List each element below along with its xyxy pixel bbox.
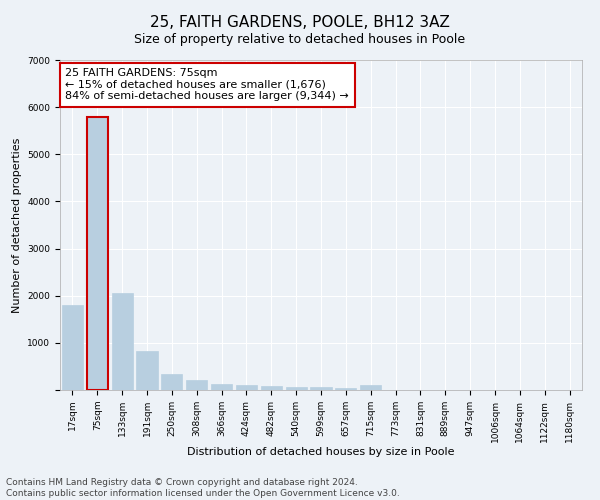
Bar xyxy=(335,388,356,390)
Bar xyxy=(87,116,108,390)
Bar xyxy=(236,385,257,390)
Text: Contains HM Land Registry data © Crown copyright and database right 2024.
Contai: Contains HM Land Registry data © Crown c… xyxy=(6,478,400,498)
Bar xyxy=(261,386,282,390)
Bar xyxy=(161,374,182,390)
Bar xyxy=(211,384,232,390)
Bar xyxy=(112,294,133,390)
Bar xyxy=(286,387,307,390)
Bar xyxy=(186,380,207,390)
Y-axis label: Number of detached properties: Number of detached properties xyxy=(12,138,22,312)
Bar xyxy=(310,388,332,390)
Text: 25 FAITH GARDENS: 75sqm
← 15% of detached houses are smaller (1,676)
84% of semi: 25 FAITH GARDENS: 75sqm ← 15% of detache… xyxy=(65,68,349,102)
Bar xyxy=(136,352,158,390)
Bar xyxy=(360,386,381,390)
X-axis label: Distribution of detached houses by size in Poole: Distribution of detached houses by size … xyxy=(187,448,455,458)
Bar xyxy=(62,305,83,390)
Text: Size of property relative to detached houses in Poole: Size of property relative to detached ho… xyxy=(134,32,466,46)
Text: 25, FAITH GARDENS, POOLE, BH12 3AZ: 25, FAITH GARDENS, POOLE, BH12 3AZ xyxy=(150,15,450,30)
